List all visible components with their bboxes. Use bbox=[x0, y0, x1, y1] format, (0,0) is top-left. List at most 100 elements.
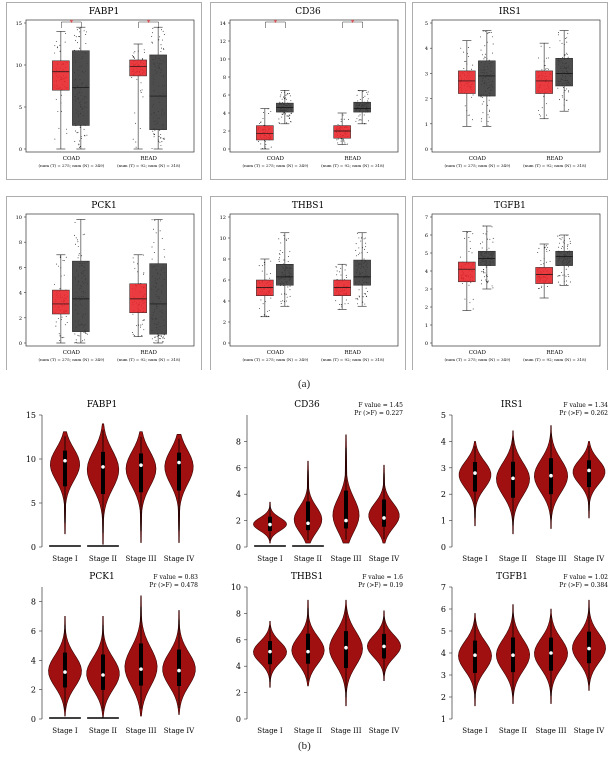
data-point bbox=[74, 341, 76, 343]
data-point bbox=[545, 248, 547, 250]
data-point bbox=[482, 272, 484, 274]
data-point bbox=[81, 255, 83, 257]
data-point bbox=[541, 285, 543, 287]
data-point bbox=[568, 90, 569, 92]
data-point bbox=[540, 45, 542, 47]
data-point bbox=[282, 300, 284, 302]
data-point bbox=[133, 261, 135, 263]
data-point bbox=[154, 129, 156, 131]
y-tick-label: 8 bbox=[31, 598, 36, 607]
data-point bbox=[84, 233, 86, 235]
data-point bbox=[471, 252, 473, 254]
data-point bbox=[549, 47, 551, 49]
data-point bbox=[480, 120, 482, 122]
violin-median bbox=[511, 653, 515, 657]
category-sublabel: (num (T) = 275; num (N) = 349) bbox=[243, 163, 309, 168]
data-point bbox=[266, 273, 268, 275]
y-tick-label: 2 bbox=[425, 305, 428, 311]
data-point bbox=[280, 242, 282, 244]
data-point bbox=[261, 270, 263, 272]
y-tick-label: 8 bbox=[19, 240, 22, 246]
pr-value-annotation: Pr (>F) = 0.384 bbox=[559, 582, 608, 589]
data-point bbox=[156, 335, 158, 337]
y-tick-label: 7 bbox=[425, 215, 428, 221]
data-point bbox=[558, 32, 559, 34]
stage-label: Stage III bbox=[126, 555, 157, 563]
data-point bbox=[289, 115, 291, 117]
category-sublabel: (num (T) = 275; num (N) = 349) bbox=[39, 357, 105, 362]
data-point bbox=[464, 60, 466, 62]
violin-median bbox=[101, 465, 105, 469]
y-tick-label: 1 bbox=[425, 323, 428, 329]
f-value-annotation: F value = 1.45 bbox=[358, 402, 403, 409]
data-point bbox=[140, 90, 142, 92]
data-point bbox=[488, 59, 490, 61]
panel-b-label: (b) bbox=[298, 740, 311, 752]
data-point bbox=[64, 324, 66, 326]
data-point bbox=[340, 120, 342, 122]
data-point bbox=[270, 111, 272, 112]
violin-median bbox=[306, 521, 310, 526]
data-point bbox=[83, 128, 85, 130]
data-point bbox=[135, 141, 137, 143]
data-point bbox=[481, 118, 483, 120]
data-point bbox=[546, 57, 548, 59]
data-point bbox=[558, 235, 560, 237]
box-tumor bbox=[333, 279, 351, 296]
data-point bbox=[57, 317, 59, 319]
data-point bbox=[282, 113, 284, 115]
data-point bbox=[160, 145, 162, 147]
data-point bbox=[288, 118, 290, 120]
data-point bbox=[154, 336, 156, 338]
data-point bbox=[152, 32, 153, 34]
data-point bbox=[568, 275, 570, 277]
data-point bbox=[151, 41, 153, 43]
data-point bbox=[151, 219, 153, 221]
significance-bracket bbox=[138, 21, 159, 28]
data-point bbox=[285, 97, 287, 99]
data-point bbox=[158, 135, 160, 137]
box-tumor bbox=[129, 59, 147, 77]
data-point bbox=[54, 283, 56, 285]
f-value-annotation: F value = 1.34 bbox=[563, 402, 608, 409]
data-point bbox=[59, 335, 61, 337]
data-point bbox=[365, 246, 366, 248]
y-tick-label: 2 bbox=[223, 320, 226, 326]
violin-median bbox=[63, 670, 67, 674]
data-point bbox=[278, 260, 280, 262]
data-point bbox=[164, 256, 166, 258]
data-point bbox=[262, 303, 264, 305]
data-point bbox=[141, 323, 143, 325]
stage-label: Stage I bbox=[52, 727, 78, 735]
data-point bbox=[537, 252, 539, 254]
data-point bbox=[85, 34, 87, 35]
data-point bbox=[153, 136, 155, 138]
data-point bbox=[281, 92, 282, 94]
data-point bbox=[74, 141, 76, 142]
data-point bbox=[483, 58, 485, 60]
data-point bbox=[160, 336, 162, 337]
data-point bbox=[482, 54, 484, 56]
data-point bbox=[61, 337, 63, 339]
y-tick-label: 12 bbox=[220, 215, 226, 221]
data-point bbox=[347, 118, 349, 120]
category-sublabel: (num (T) = 92; num (N) = 318) bbox=[321, 357, 385, 362]
data-point bbox=[160, 44, 162, 46]
y-tick-label: 3 bbox=[425, 71, 428, 77]
data-point bbox=[59, 339, 61, 341]
data-point bbox=[282, 101, 283, 103]
data-point bbox=[567, 246, 568, 247]
y-tick-label: 2 bbox=[236, 517, 241, 526]
data-point bbox=[482, 271, 484, 273]
data-point bbox=[363, 114, 365, 116]
violin-iqr bbox=[177, 452, 181, 491]
category-sublabel: (num (T) = 92; num (N) = 318) bbox=[117, 357, 181, 362]
data-point bbox=[363, 293, 365, 295]
category-label: READ bbox=[546, 156, 563, 162]
data-point bbox=[75, 39, 76, 41]
data-point bbox=[365, 242, 367, 244]
y-tick-label: 5 bbox=[425, 21, 428, 27]
data-point bbox=[162, 30, 164, 32]
